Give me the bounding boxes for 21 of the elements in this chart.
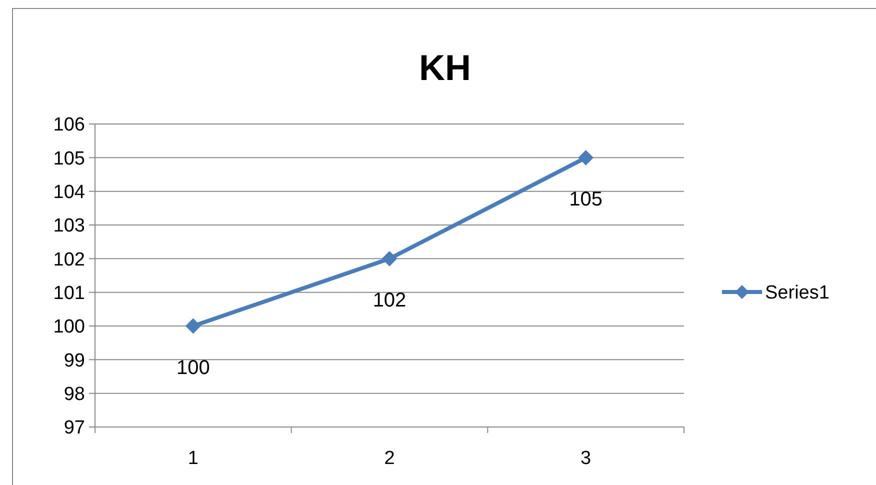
y-tick-label: 106 <box>53 114 85 136</box>
y-tick-label: 102 <box>53 249 85 270</box>
point <box>186 318 201 334</box>
x-tick-label: 1 <box>188 448 198 469</box>
x-tick-label: 2 <box>384 448 395 469</box>
x-tick-label: 3 <box>580 448 592 469</box>
chart-title: KH <box>419 47 471 88</box>
y-tick-label: 99 <box>64 350 85 372</box>
y-tick-label: 103 <box>53 216 85 237</box>
y-tick-label: 104 <box>53 182 86 203</box>
data-label: 102 <box>372 290 406 312</box>
data-label: 100 <box>176 357 210 379</box>
y-tick-label: 97 <box>64 418 85 439</box>
legend-label: Series1 <box>765 282 830 304</box>
y-tick-label: 98 <box>64 384 85 405</box>
y-tick-label: 101 <box>53 282 85 304</box>
data-label: 105 <box>569 188 603 211</box>
y-tick-label: 100 <box>53 316 85 338</box>
point <box>382 251 397 266</box>
y-tick-label: 105 <box>53 148 85 170</box>
point <box>578 150 594 166</box>
